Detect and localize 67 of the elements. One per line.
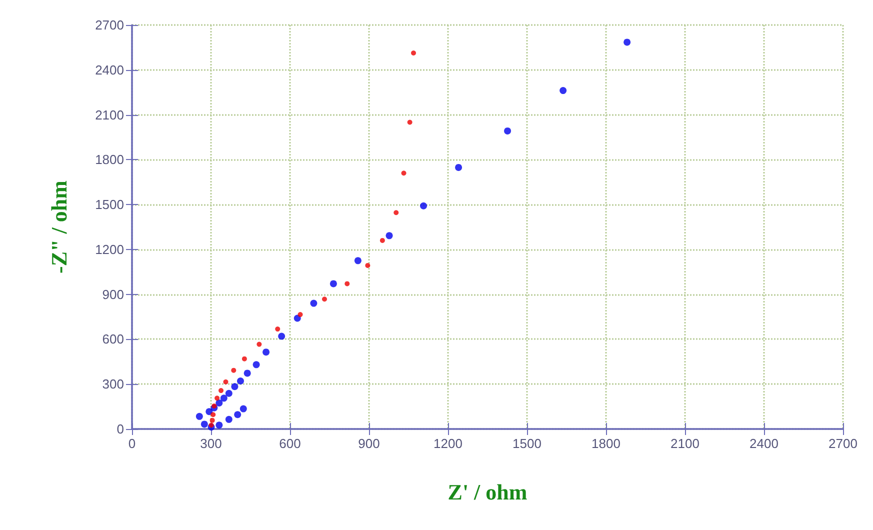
y-tick-label: 600: [102, 332, 124, 347]
point: [231, 368, 236, 373]
point: [252, 361, 260, 368]
point: [310, 300, 318, 307]
point: [220, 394, 228, 402]
point: [455, 164, 462, 171]
point: [214, 396, 220, 401]
point: [365, 262, 370, 268]
x-tick-label: 1500: [512, 436, 542, 451]
point: [216, 422, 223, 429]
y-tick-label: 300: [102, 376, 124, 392]
point: [206, 408, 213, 416]
y-tick-label: 2400: [95, 62, 124, 78]
point: [223, 379, 228, 384]
point: [322, 296, 327, 302]
point: [210, 418, 215, 423]
point: [216, 399, 223, 406]
x-tick-label: 2400: [750, 436, 778, 451]
point: [330, 280, 337, 288]
x-tick-label: 1200: [434, 436, 462, 451]
x-tick-label: 0: [128, 436, 136, 451]
point: [240, 405, 247, 412]
point: [380, 238, 385, 243]
x-tick-label: 2700: [828, 436, 858, 451]
point: [218, 388, 224, 394]
point: [225, 390, 232, 397]
point: [210, 412, 216, 418]
point: [294, 314, 301, 322]
point: [212, 403, 217, 408]
point: [560, 87, 567, 94]
point: [420, 202, 428, 210]
point: [344, 281, 350, 286]
point: [401, 170, 406, 176]
y-axis-title: -Z" / ohm: [46, 180, 72, 274]
point: [278, 332, 286, 340]
point: [196, 412, 203, 420]
point: [624, 38, 631, 46]
y-tick-label: 1500: [95, 197, 124, 212]
point: [407, 120, 412, 125]
y-tick-label: 900: [102, 286, 124, 302]
point: [394, 210, 399, 216]
y-tick-label: 0: [116, 422, 124, 436]
x-tick-label: 1800: [592, 436, 620, 451]
y-tick-label: 2700: [95, 18, 124, 32]
point: [256, 342, 262, 347]
point: [386, 232, 393, 240]
y-tick-label: 1200: [95, 242, 124, 257]
x-tick-label: 600: [279, 436, 301, 451]
point: [275, 326, 280, 332]
point: [231, 383, 238, 390]
point: [225, 416, 232, 423]
y-tick-label: 2100: [95, 107, 124, 122]
point: [262, 348, 270, 356]
point: [411, 50, 416, 56]
point: [298, 312, 303, 318]
point: [200, 420, 208, 428]
point: [242, 356, 247, 362]
y-tick-label: 1800: [95, 152, 124, 168]
point: [354, 257, 362, 264]
x-tick-label: 300: [200, 436, 222, 451]
point: [504, 127, 512, 134]
point: [244, 370, 251, 377]
x-tick-label: 900: [358, 436, 380, 451]
x-tick-label: 2100: [670, 436, 700, 451]
point: [237, 377, 244, 384]
x-axis-title: Z' / ohm: [448, 480, 528, 504]
point: [234, 411, 242, 418]
